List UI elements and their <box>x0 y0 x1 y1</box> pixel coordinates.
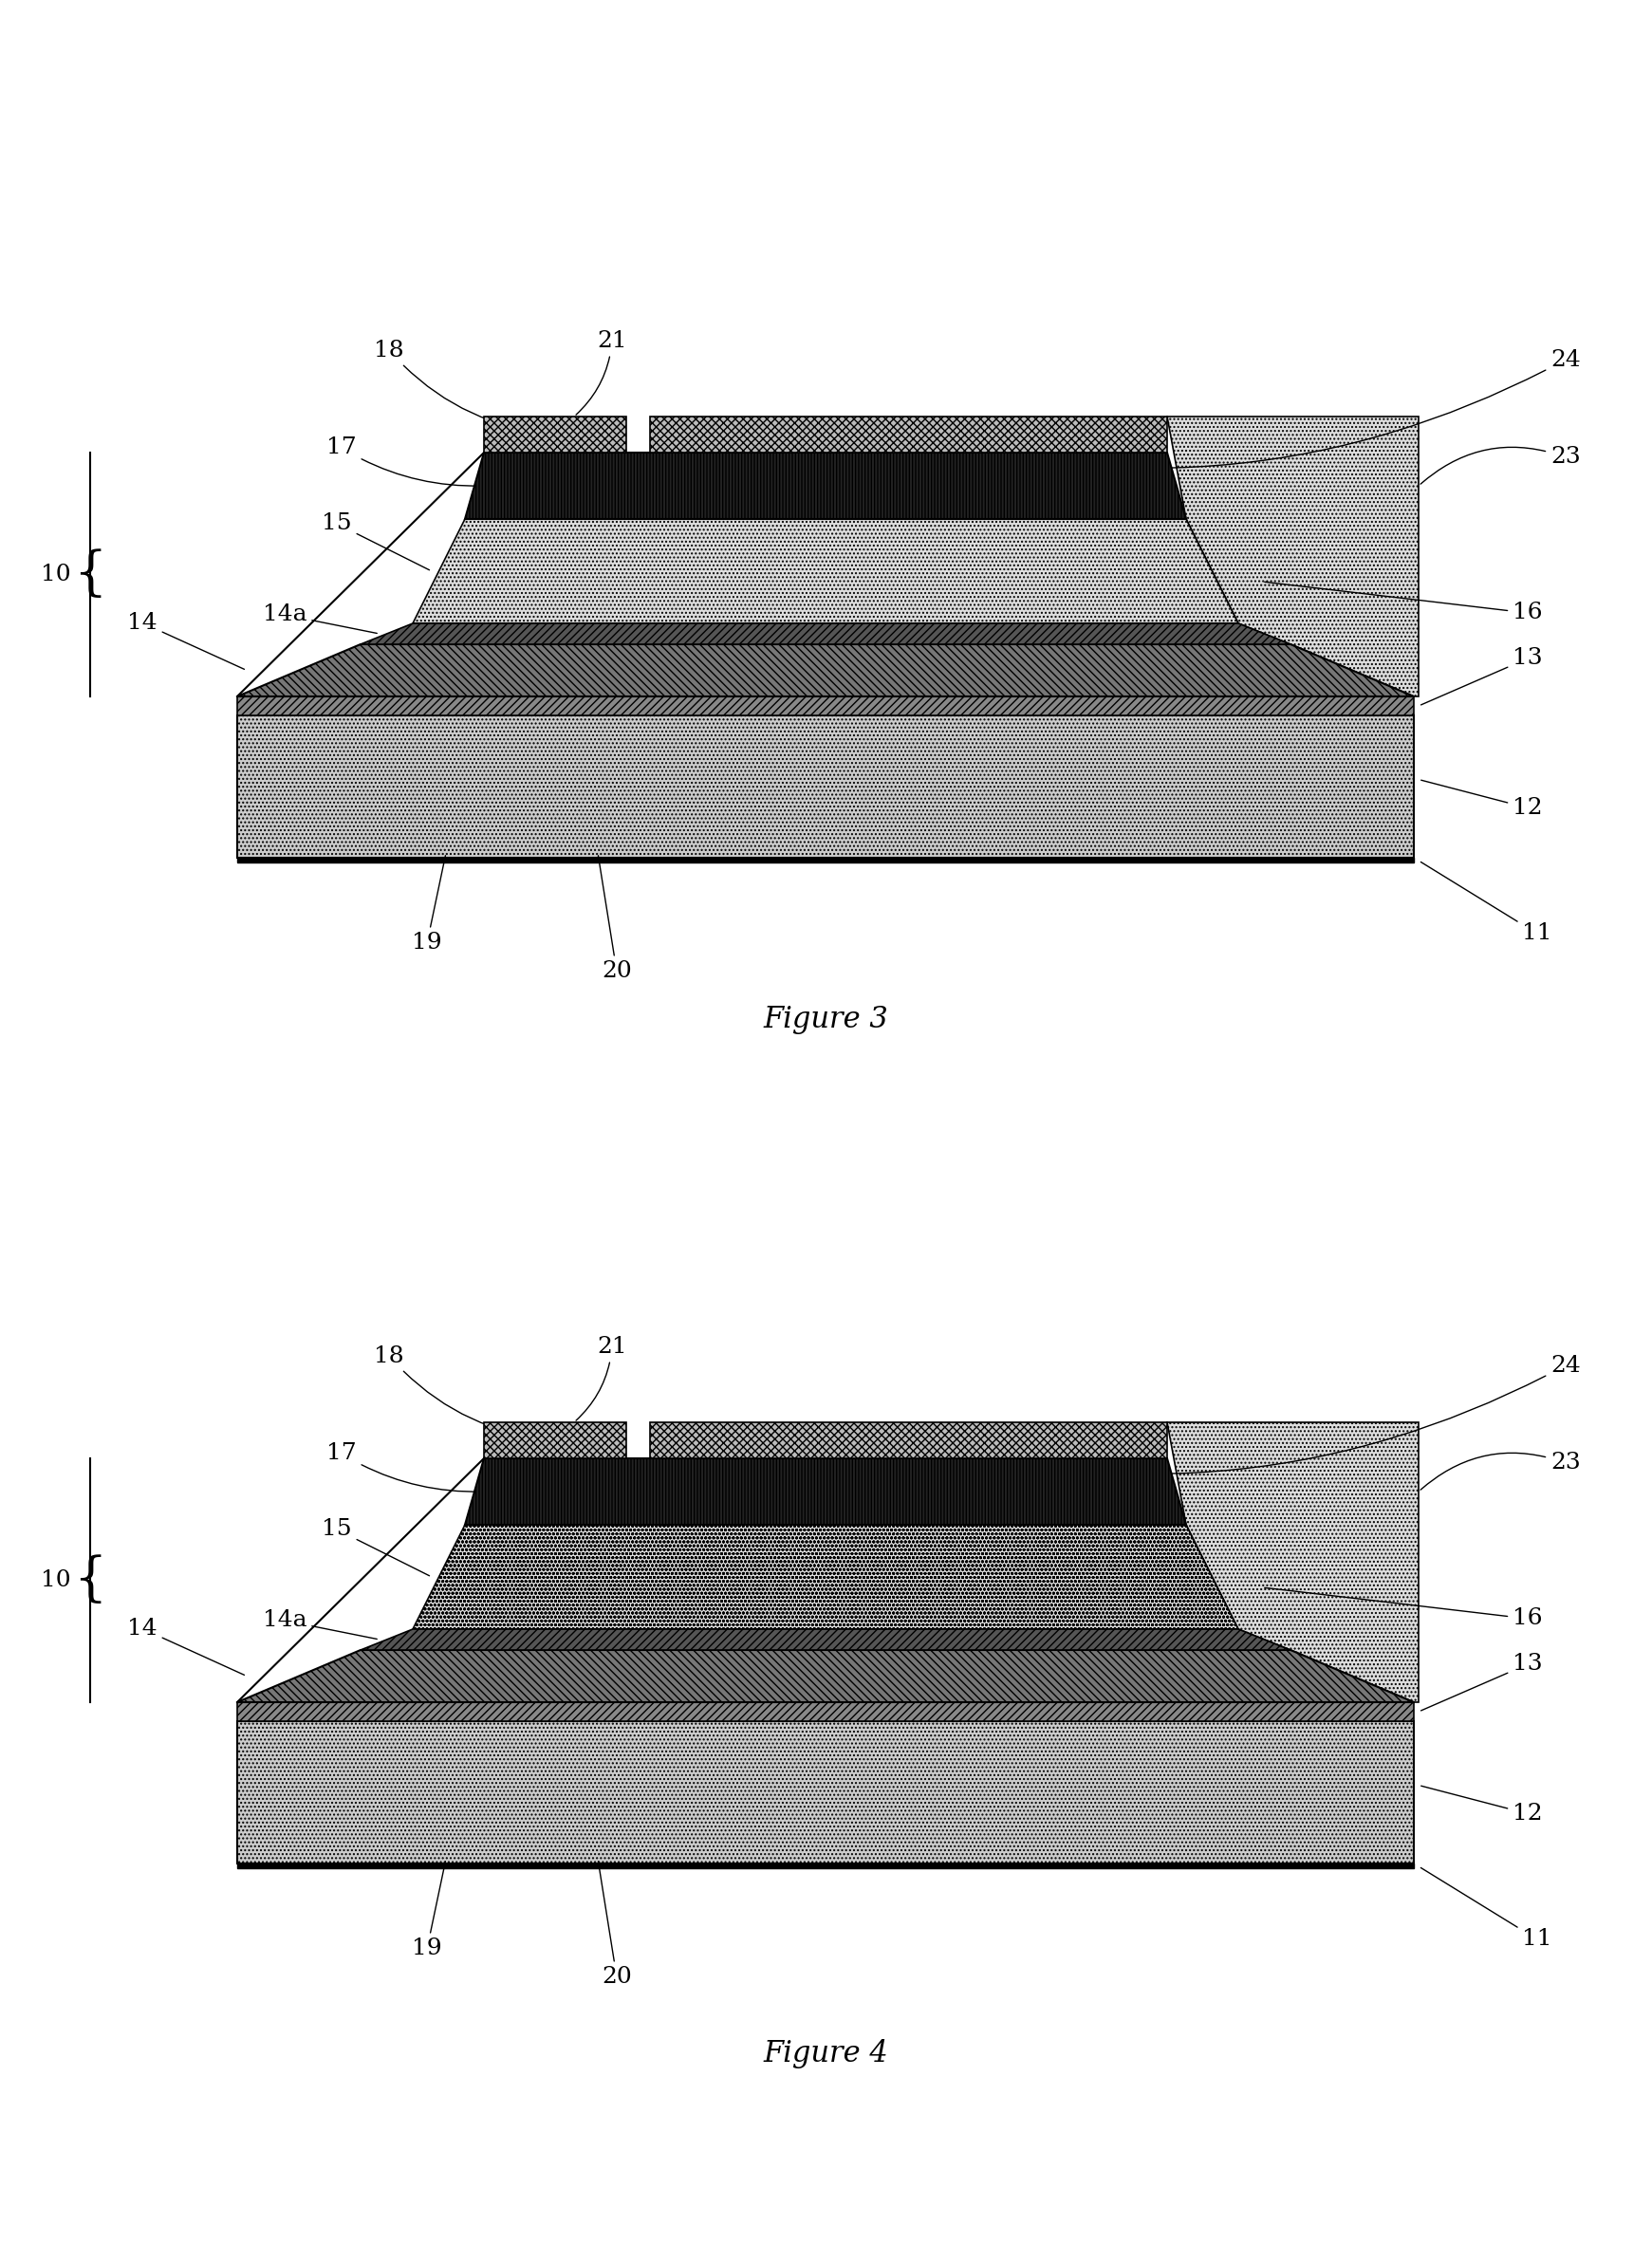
Bar <box>238 1864 1414 1868</box>
Text: 18: 18 <box>373 1346 552 1441</box>
Text: 20: 20 <box>598 855 631 982</box>
Text: 19: 19 <box>411 1862 446 1959</box>
Text: 13: 13 <box>1421 647 1543 706</box>
Text: 14: 14 <box>127 1617 244 1674</box>
Bar <box>484 1423 626 1459</box>
Text: 24: 24 <box>912 348 1581 468</box>
Polygon shape <box>464 452 1186 518</box>
Bar <box>238 1703 1414 1721</box>
Text: {: { <box>73 550 107 599</box>
Text: 18: 18 <box>373 339 552 434</box>
Polygon shape <box>360 1629 1290 1649</box>
Text: 23: 23 <box>1421 1452 1581 1491</box>
Polygon shape <box>1166 416 1419 697</box>
Text: 17: 17 <box>327 1443 481 1491</box>
Bar <box>649 1423 1166 1459</box>
Polygon shape <box>413 1525 1239 1629</box>
Text: Figure 3: Figure 3 <box>763 1004 889 1034</box>
Text: 14a: 14a <box>263 1611 377 1640</box>
Bar <box>238 697 1414 715</box>
Polygon shape <box>360 624 1290 645</box>
Text: 23: 23 <box>1421 446 1581 484</box>
Text: 14: 14 <box>127 613 244 670</box>
Polygon shape <box>413 518 1239 624</box>
Text: 14a: 14a <box>263 604 377 633</box>
Text: Figure 4: Figure 4 <box>763 2038 889 2067</box>
Text: 15: 15 <box>322 513 430 570</box>
Text: 16: 16 <box>1265 581 1543 624</box>
Text: 17: 17 <box>327 437 481 486</box>
Polygon shape <box>464 1459 1186 1525</box>
Text: 10: 10 <box>41 1570 71 1590</box>
Text: 12: 12 <box>1421 780 1543 819</box>
Text: 21: 21 <box>577 1335 628 1421</box>
Polygon shape <box>238 1649 1414 1703</box>
Text: 15: 15 <box>322 1518 430 1577</box>
Polygon shape <box>1166 1423 1419 1703</box>
Polygon shape <box>238 645 1414 697</box>
Bar <box>649 416 1166 452</box>
Text: 12: 12 <box>1421 1787 1543 1825</box>
Text: 21: 21 <box>577 330 628 414</box>
Bar <box>238 857 1414 862</box>
Text: {: { <box>73 1554 107 1606</box>
Text: 19: 19 <box>411 855 446 955</box>
Bar <box>484 416 626 452</box>
Text: 11: 11 <box>1421 862 1553 946</box>
Bar <box>238 715 1414 857</box>
Text: 11: 11 <box>1421 1868 1553 1950</box>
Text: 20: 20 <box>598 1862 631 1988</box>
Text: 16: 16 <box>1265 1588 1543 1629</box>
Text: 10: 10 <box>41 563 71 586</box>
Bar <box>238 1721 1414 1864</box>
Text: 13: 13 <box>1421 1654 1543 1710</box>
Text: 24: 24 <box>912 1355 1581 1475</box>
